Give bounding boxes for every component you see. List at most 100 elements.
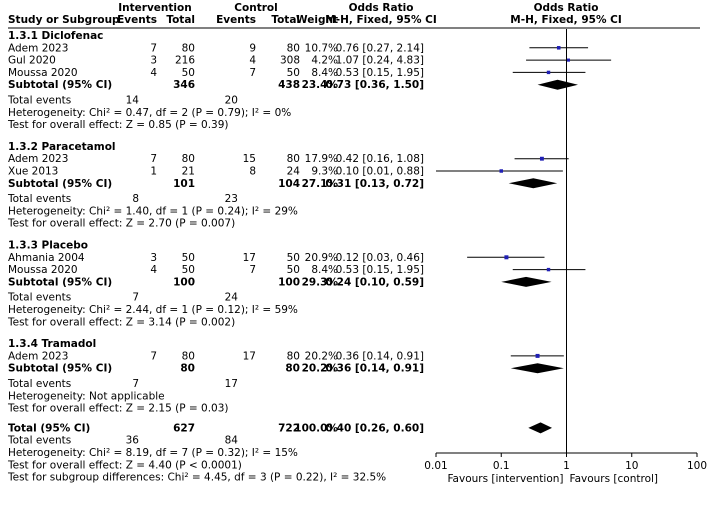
int-total: 80 (182, 42, 195, 54)
subtotal-int-total: 80 (180, 363, 195, 375)
int-total: 80 (182, 350, 195, 362)
plot-marks (435, 29, 698, 457)
subtotal-weight: 29.3% (302, 276, 339, 288)
pooled-diamond (510, 363, 564, 374)
total-ctl-total: 722 (278, 422, 300, 434)
ctl-total: 80 (287, 153, 300, 165)
total-ci: 0.40 [0.26, 0.60] (325, 422, 424, 434)
subtotal-int-total: 346 (173, 79, 195, 91)
study-name: Adem 2023 (8, 153, 68, 165)
subtotal-ci: 0.73 [0.36, 1.50] (325, 79, 424, 91)
study-square (504, 255, 509, 260)
weight: 8.4% (311, 67, 338, 79)
header-control: Control (234, 2, 277, 14)
int-events: 4 (150, 67, 157, 79)
favours-intervention-label: Favours [intervention] (447, 473, 563, 485)
header-method-left: M-H, Fixed, 95% CI (325, 14, 436, 26)
study-name: Gul 2020 (8, 55, 56, 67)
weight: 20.9% (305, 252, 338, 264)
total-events-ctl: 23 (225, 193, 238, 205)
subtotal-ci: 0.31 [0.13, 0.72] (325, 178, 424, 190)
study-name: Ahmania 2004 (8, 252, 85, 264)
odds-ratio-ci: 0.53 [0.15, 1.95] (336, 67, 424, 79)
int-events: 3 (150, 252, 157, 264)
subgroup-title: 1.3.1 Diclofenac (8, 30, 103, 42)
header-study: Study or Subgroup (8, 14, 120, 26)
subtotal-weight: 27.1% (302, 178, 339, 190)
odds-ratio-ci: 0.53 [0.15, 1.95] (336, 264, 424, 276)
study-square (556, 46, 561, 50)
subtotal-label: Subtotal (95% CI) (8, 363, 112, 375)
weight: 4.2% (311, 55, 338, 67)
int-total: 50 (182, 264, 195, 276)
subtotal-int-total: 100 (173, 276, 195, 288)
x-tick-label: 0.1 (493, 460, 510, 472)
subgroup-title: 1.3.3 Placebo (8, 240, 88, 252)
total-events-label: Total events (7, 95, 71, 107)
int-total: 21 (182, 166, 195, 178)
total-events-int: 14 (126, 95, 140, 107)
weight: 20.2% (305, 350, 338, 362)
overall-effect-text: Test for overall effect: Z = 3.14 (P = 0… (7, 316, 235, 328)
x-tick-label: 1 (563, 460, 570, 472)
ctl-events: 9 (249, 42, 256, 54)
pooled-diamond (508, 178, 558, 189)
subtotal-ci: 0.36 [0.14, 0.91] (325, 363, 424, 375)
header-weight: Weight (296, 14, 338, 26)
x-tick-label: 0.01 (424, 460, 447, 472)
ctl-total: 50 (287, 67, 300, 79)
total-weight: 100.0% (294, 422, 338, 434)
odds-ratio-ci: 0.36 [0.14, 0.91] (336, 350, 424, 362)
x-tick-label: 10 (625, 460, 638, 472)
subtotal-label: Subtotal (95% CI) (8, 178, 112, 190)
study-name: Adem 2023 (8, 350, 68, 362)
header-intervention: Intervention (118, 2, 191, 14)
subtotal-ci: 0.24 [0.10, 0.59] (325, 276, 424, 288)
int-events: 4 (150, 264, 157, 276)
int-total: 50 (182, 67, 195, 79)
int-total: 216 (175, 55, 195, 67)
odds-ratio-ci: 0.12 [0.03, 0.46] (336, 252, 424, 264)
study-name: Adem 2023 (8, 42, 68, 54)
ctl-total: 50 (287, 264, 300, 276)
overall-total-events-int: 36 (126, 435, 140, 447)
ctl-events: 4 (249, 55, 256, 67)
subtotal-ctl-total: 438 (278, 79, 300, 91)
odds-ratio-ci: 0.76 [0.27, 2.14] (336, 42, 424, 54)
heterogeneity-text: Heterogeneity: Chi² = 1.40, df = 1 (P = … (8, 205, 298, 217)
subtotal-ctl-total: 80 (285, 363, 300, 375)
weight: 9.3% (311, 166, 338, 178)
ctl-events: 7 (249, 67, 256, 79)
header-odds-ratio-right: Odds Ratio (534, 2, 599, 14)
weight: 10.7% (305, 42, 338, 54)
total-events-label: Total events (7, 378, 71, 390)
ctl-events: 17 (243, 252, 256, 264)
heterogeneity-text: Heterogeneity: Chi² = 2.44, df = 1 (P = … (8, 304, 298, 316)
total-events-label: Total events (7, 292, 71, 304)
total-events-int: 8 (132, 193, 139, 205)
pooled-diamond (501, 276, 552, 287)
total-events-int: 7 (132, 292, 139, 304)
study-square (566, 58, 570, 62)
study-square (546, 70, 551, 75)
int-events: 3 (150, 55, 157, 67)
int-total: 50 (182, 252, 195, 264)
odds-ratio-ci: 0.42 [0.16, 1.08] (336, 153, 424, 165)
study-square (546, 267, 551, 272)
study-square (499, 169, 503, 173)
overall-effect-total-text: Test for overall effect: Z = 4.40 (P < 0… (7, 459, 242, 471)
header-int-events: Events (117, 14, 157, 26)
total-label: Total (95% CI) (8, 422, 90, 434)
study-square (535, 353, 540, 358)
ctl-total: 80 (287, 42, 300, 54)
ctl-events: 15 (243, 153, 256, 165)
header-odds-ratio-left: Odds Ratio (349, 2, 414, 14)
favours-control-label: Favours [control] (570, 473, 659, 485)
pooled-diamond (537, 79, 578, 90)
total-events-ctl: 24 (225, 292, 239, 304)
header-method-right: M-H, Fixed, 95% CI (510, 14, 621, 26)
subtotal-ctl-total: 104 (278, 178, 300, 190)
header-ctl-total: Total (271, 14, 300, 26)
subtotal-label: Subtotal (95% CI) (8, 276, 112, 288)
